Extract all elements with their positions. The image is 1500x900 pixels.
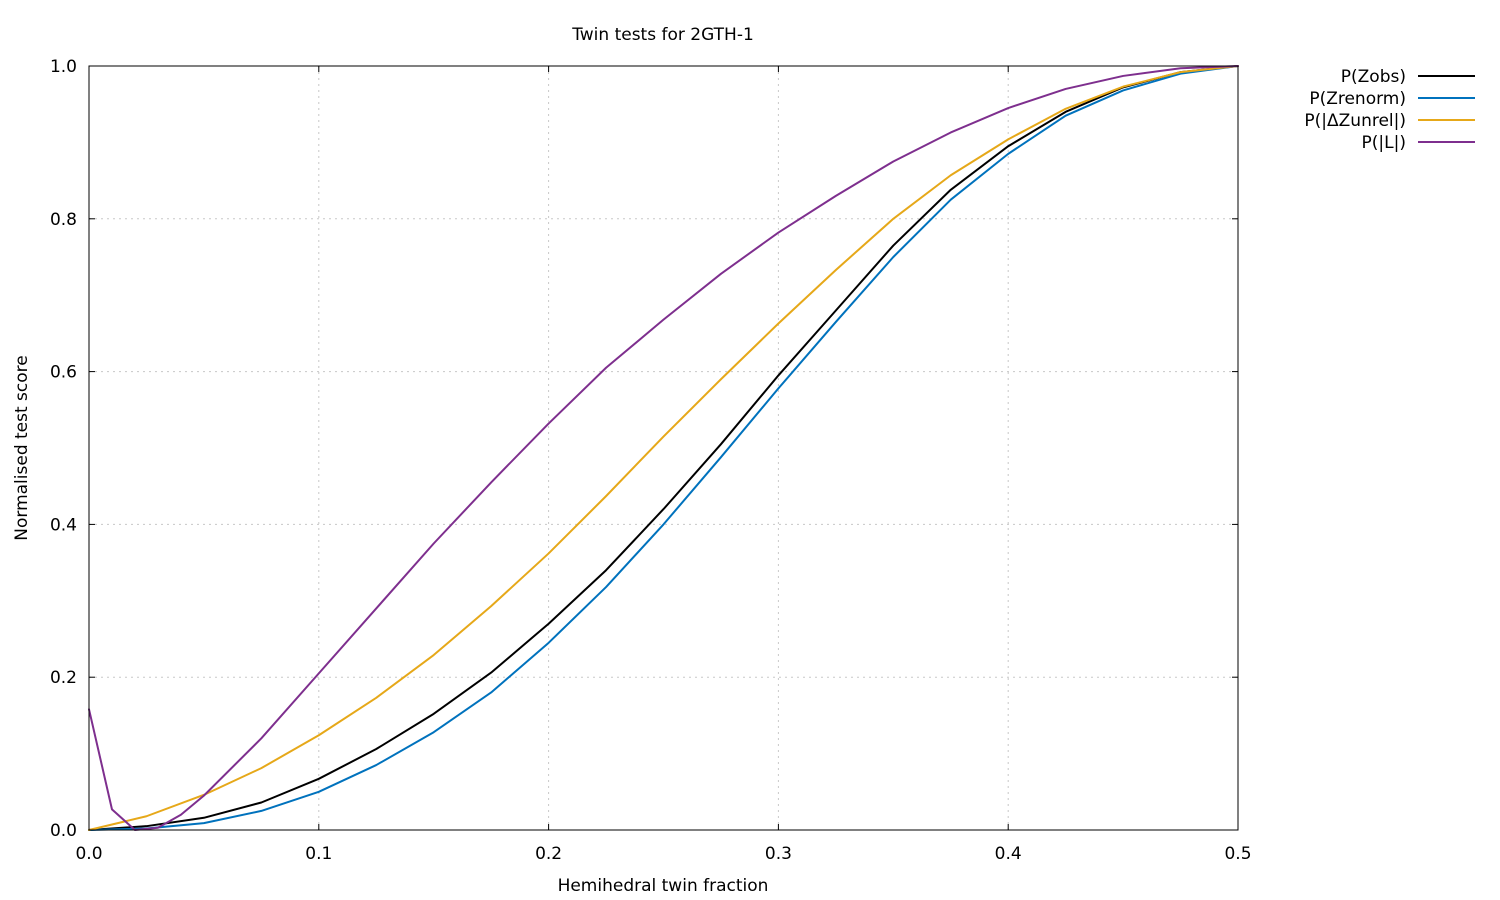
grid-lines xyxy=(89,66,1238,830)
chart-title: Twin tests for 2GTH-1 xyxy=(571,25,754,45)
y-tick-label: 1.0 xyxy=(50,57,77,77)
legend-label: P(Zrenorm) xyxy=(1309,89,1406,109)
x-tick-label: 0.4 xyxy=(995,844,1022,864)
plot-frame xyxy=(88,65,1239,831)
series-line xyxy=(88,65,1239,831)
y-tick-label: 0.4 xyxy=(50,515,77,535)
y-axis-label: Normalised test score xyxy=(12,355,32,540)
x-tick-label: 0.2 xyxy=(535,844,562,864)
x-tick-label: 0.1 xyxy=(305,844,332,864)
legend-label: P(Zobs) xyxy=(1341,67,1406,87)
y-tick-label: 0.0 xyxy=(50,821,77,841)
series-line xyxy=(88,65,1239,831)
series-line xyxy=(88,65,1239,831)
y-tick-label: 0.2 xyxy=(50,668,77,688)
x-tick-label: 0.3 xyxy=(765,844,792,864)
y-tick-label: 0.6 xyxy=(50,363,77,383)
axis-ticks: 0.0 0.1 0.2 0.3 0.4 0.5 0.0 0.2 0.4 0.6 0.8 1.0 xyxy=(50,57,1252,864)
x-tick-label: 0.5 xyxy=(1224,844,1251,864)
legend-label: P(|ΔZunrel|) xyxy=(1304,111,1406,131)
x-tick-label: 0.0 xyxy=(75,844,102,864)
x-axis-label: Hemihedral twin fraction xyxy=(558,876,769,896)
legend-label: P(|L|) xyxy=(1362,133,1406,153)
series-line xyxy=(88,65,1239,831)
y-tick-label: 0.8 xyxy=(50,210,77,230)
series-layer xyxy=(88,65,1239,831)
legend: P(Zobs)P(Zrenorm)P(|ΔZunrel|)P(|L|) xyxy=(1304,67,1475,153)
